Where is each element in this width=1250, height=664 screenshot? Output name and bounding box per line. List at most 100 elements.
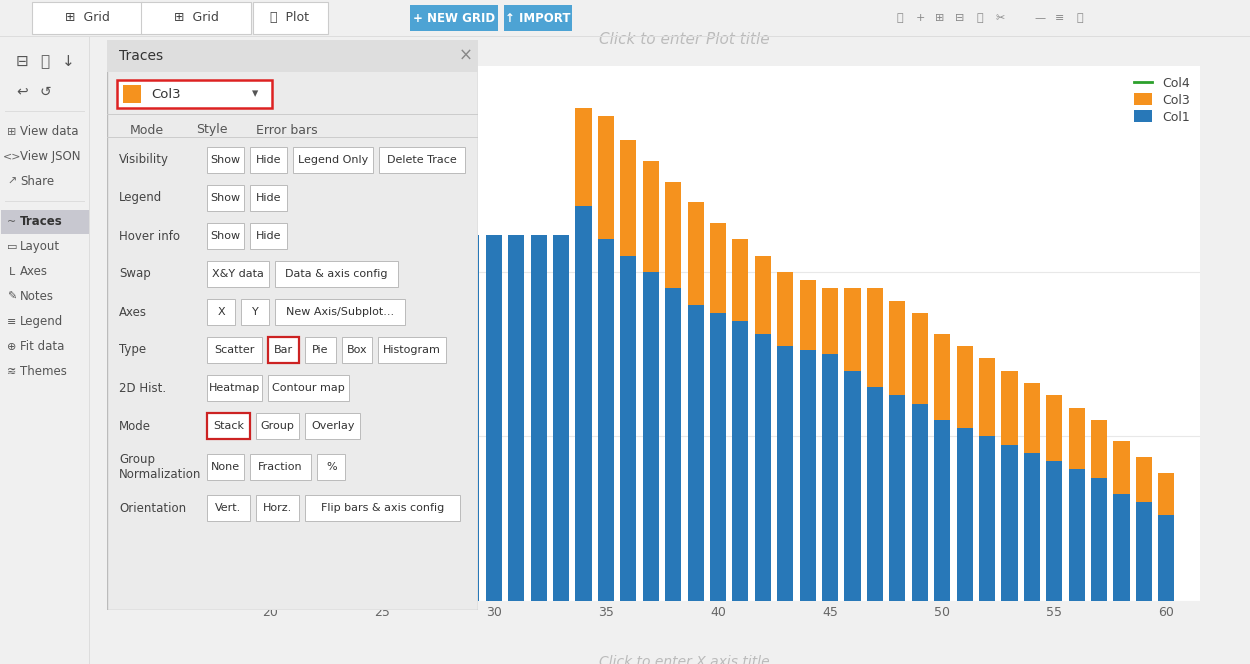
Bar [845, 288, 860, 371]
Text: Contour map: Contour map [272, 383, 345, 393]
Bar [934, 333, 950, 420]
Text: ≡: ≡ [1055, 13, 1065, 23]
Bar [284, 235, 300, 601]
Bar [732, 239, 749, 321]
Bar [504, 5, 572, 31]
Bar [379, 337, 446, 363]
Bar [208, 185, 244, 211]
Bar [419, 235, 435, 601]
Bar [688, 305, 704, 601]
Bar [107, 114, 478, 115]
Bar [141, 2, 251, 35]
Text: Flip bars & axis config: Flip bars & axis config [321, 503, 444, 513]
Bar [410, 5, 498, 31]
Bar [1091, 477, 1108, 601]
Bar [305, 337, 335, 363]
Bar [1024, 453, 1040, 601]
Text: Delete Trace: Delete Trace [388, 155, 458, 165]
Text: —: — [1035, 13, 1045, 23]
Bar [208, 454, 244, 480]
Bar [1001, 445, 1017, 601]
Text: ×: × [459, 47, 472, 65]
Bar [208, 261, 269, 287]
Text: Legend: Legend [20, 315, 64, 328]
Text: X&Y data: X&Y data [211, 269, 264, 279]
Text: ⊞: ⊞ [935, 13, 945, 23]
Bar [1114, 494, 1130, 601]
Bar [250, 147, 286, 173]
Bar [107, 137, 478, 138]
Bar [1159, 473, 1175, 515]
Text: Mode: Mode [119, 420, 151, 432]
Bar [665, 288, 681, 601]
Bar [122, 85, 141, 103]
Text: Scatter: Scatter [215, 345, 255, 355]
Bar [979, 359, 995, 436]
Bar [250, 223, 286, 249]
Text: ▭: ▭ [6, 242, 18, 252]
Text: ↺: ↺ [39, 84, 51, 98]
Bar [208, 223, 244, 249]
Text: View JSON: View JSON [20, 150, 80, 163]
Text: ⊞  Grid: ⊞ Grid [65, 11, 110, 24]
Text: ≡: ≡ [8, 317, 16, 327]
Bar [620, 140, 636, 256]
Text: Show: Show [210, 193, 240, 203]
Bar [256, 495, 299, 521]
Bar [351, 235, 368, 601]
Text: %: % [326, 462, 336, 472]
Bar [118, 80, 272, 108]
Bar [396, 235, 412, 601]
Text: Share: Share [20, 175, 54, 188]
Bar [250, 185, 286, 211]
Text: View data: View data [20, 125, 79, 138]
Bar [665, 181, 681, 288]
Text: Click to enter X axis title: Click to enter X axis title [599, 655, 770, 664]
Text: ⊕: ⊕ [8, 341, 16, 351]
Bar [688, 202, 704, 305]
Bar [530, 235, 546, 601]
Text: Themes: Themes [20, 365, 68, 378]
Bar [194, 235, 210, 601]
Bar [374, 235, 390, 601]
Bar [1024, 383, 1040, 453]
Bar [32, 2, 142, 35]
Text: ▾: ▾ [253, 88, 259, 100]
Text: 2D Hist.: 2D Hist. [119, 382, 166, 394]
Text: Heatmap: Heatmap [209, 383, 260, 393]
Bar [241, 299, 269, 325]
Bar [778, 346, 794, 601]
Bar [866, 288, 882, 387]
Bar [275, 299, 405, 325]
Legend: Col4, Col3, Col1: Col4, Col3, Col1 [1130, 72, 1194, 127]
Text: Layout: Layout [20, 240, 60, 253]
Text: Orientation: Orientation [119, 501, 186, 515]
Bar [0, 35, 1250, 37]
Text: ↩: ↩ [16, 84, 28, 98]
Text: Legend Only: Legend Only [298, 155, 368, 165]
Text: Overlay: Overlay [311, 421, 355, 431]
Bar [845, 371, 860, 601]
Bar [642, 272, 659, 601]
Bar [1069, 469, 1085, 601]
Bar [598, 239, 614, 601]
Bar [1091, 420, 1108, 477]
Bar [107, 40, 478, 72]
Bar [216, 235, 232, 601]
Text: ⊟: ⊟ [955, 13, 965, 23]
Text: ↑ IMPORT: ↑ IMPORT [505, 12, 571, 25]
Text: ✂: ✂ [995, 13, 1005, 23]
Bar [305, 495, 460, 521]
Text: <>: <> [2, 151, 21, 161]
Bar [261, 235, 278, 601]
Bar [5, 111, 85, 112]
Text: ✎: ✎ [8, 291, 16, 301]
Bar [1136, 457, 1152, 502]
Bar [329, 235, 345, 601]
Text: + NEW GRID: + NEW GRID [412, 12, 495, 25]
Text: ≋: ≋ [8, 367, 16, 376]
Bar [755, 333, 771, 601]
Text: Vert.: Vert. [215, 503, 241, 513]
Bar [464, 235, 480, 601]
Bar [1046, 461, 1062, 601]
